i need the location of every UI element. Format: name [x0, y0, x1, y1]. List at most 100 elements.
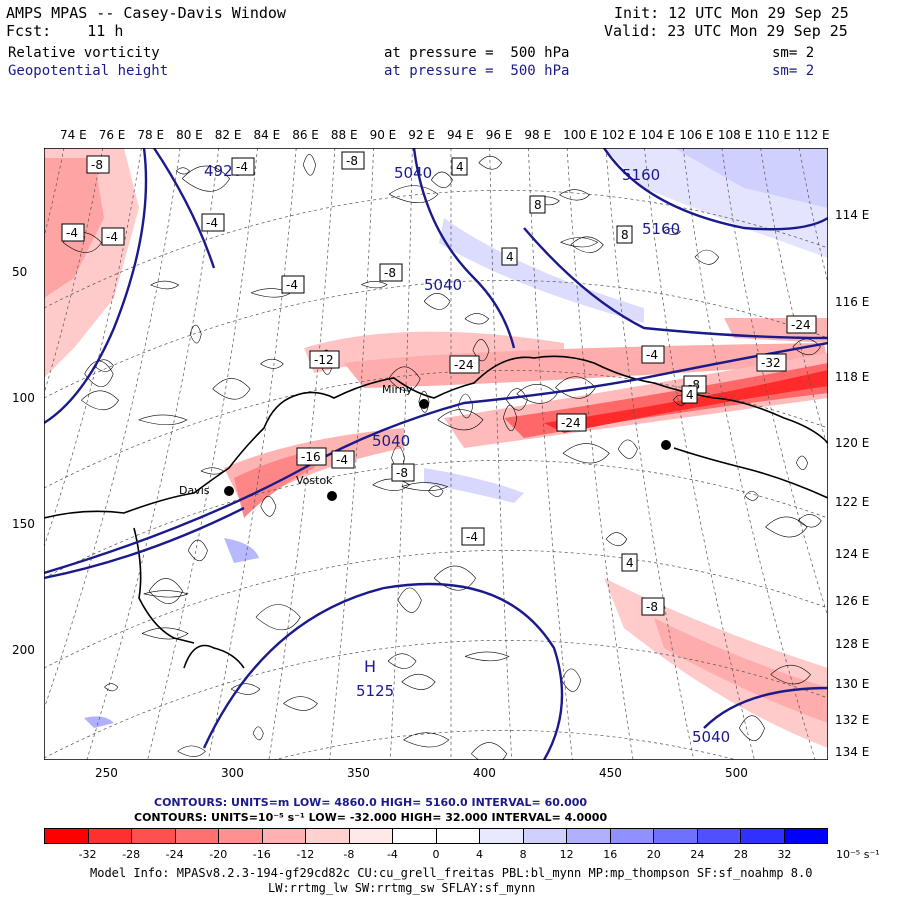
svg-text:5040: 5040 [394, 164, 432, 182]
longitude-line [528, 148, 573, 760]
colorbar-tick-label: 32 [777, 848, 792, 861]
left-ticks-label: 50 [12, 265, 28, 279]
contour-squiggle [255, 604, 301, 631]
latitude-line [44, 370, 828, 489]
vorticity-label: -12 [314, 353, 334, 367]
vorticity-label-box [641, 345, 665, 364]
height-labels: 4920 5040 5040 5040 5160 5160 5040 H 512… [204, 162, 730, 746]
longitude-line [147, 148, 258, 760]
colorbar-swatch [741, 829, 785, 843]
contour-squiggle [663, 228, 681, 235]
contour-squiggle [739, 715, 765, 741]
top-ticks-label: 92 E [408, 128, 435, 142]
vorticity-label: -4 [336, 453, 348, 467]
contour-squiggle [765, 516, 808, 538]
contour-squiggle [150, 280, 180, 290]
longitude-line [798, 148, 828, 285]
contour-squiggle [428, 485, 444, 497]
vorticity-label-box [61, 223, 85, 242]
svg-text:5160: 5160 [642, 220, 680, 238]
contour-squiggle [401, 673, 436, 690]
vorticity-label-box [331, 450, 355, 469]
colorbar-tick-label: -12 [296, 848, 315, 861]
station-vostok [327, 491, 337, 501]
latitude-line [44, 190, 828, 309]
field-height: Geopotential height [8, 63, 169, 79]
colorbar-swatch [349, 829, 393, 843]
contour-squiggle [143, 590, 189, 598]
contour-squiggle [138, 414, 188, 426]
contour-squiggle [423, 292, 451, 310]
top-ticks-label: 96 E [485, 128, 513, 142]
top-ticks-label: 74 E [60, 128, 87, 142]
contour-squiggle [230, 683, 261, 695]
vorticity-label: -24 [454, 358, 474, 372]
vorticity-label-box [101, 227, 125, 246]
vorticity-label-box [341, 151, 365, 170]
bottom-ticks-label: 500 [725, 766, 748, 780]
svg-text:5040: 5040 [692, 728, 730, 746]
colorbar-swatch [567, 829, 611, 843]
latitude-line [44, 460, 828, 579]
longitude-line [721, 148, 828, 619]
contour-squiggle [561, 668, 582, 692]
vorticity-labels: -8 -4 -8 -4 -4 -4 -4 -8 -12 -24 -24 -32 -24 -8 -4 4 4 8 8 -… [61, 151, 817, 616]
latitude-line [44, 550, 828, 669]
vorticity-label-box [309, 350, 340, 369]
vorticity-label: -8 [346, 154, 358, 168]
contour-squiggle [418, 390, 430, 413]
right-ticks-label: 114 E [835, 208, 870, 222]
smoothing-1: sm= 2 [772, 45, 815, 61]
colorbar-swatch [306, 829, 350, 843]
forecast-hour: Fcst: 11 h [6, 22, 124, 40]
contour-squiggle [387, 653, 417, 669]
bottom-ticks-label: 350 [347, 766, 370, 780]
contour-squiggle [559, 189, 590, 201]
contour-squiggle [141, 627, 189, 640]
vorticity-label: -4 [206, 216, 218, 230]
contour-squiggle [176, 167, 190, 175]
vorticity-label-box [296, 447, 327, 466]
contour-squiggle [502, 404, 518, 432]
vorticity-label: -32 [761, 356, 781, 370]
top-ticks-label: 98 E [524, 128, 552, 142]
valid-time: Valid: 23 UTC Mon 29 Sep 25 [604, 22, 848, 40]
vorticity-label: -24 [561, 416, 581, 430]
vorticity-height-map: Davis Mirny Vostok 4920 5040 5040 5040 5… [44, 148, 828, 760]
vorticity-label: 8 [621, 228, 629, 242]
place-mirny: Mirny [382, 383, 413, 396]
vorticity-label-box [621, 553, 638, 572]
longitude-line [389, 148, 413, 760]
colorbar-tick-label: -24 [165, 848, 184, 861]
colorbar-tick-label: -8 [343, 848, 355, 861]
right-ticks-label: 126 E [835, 594, 870, 608]
right-ticks-label: 124 E [835, 547, 870, 561]
right-ticks-label: 132 E [835, 713, 870, 727]
contour-squiggle [457, 393, 474, 419]
colorbar-tick-label: 0 [432, 848, 440, 861]
top-ticks-label: 108 E [717, 128, 753, 142]
longitude-line [644, 148, 755, 760]
bottom-ticks-label: 400 [473, 766, 496, 780]
vorticity-label-box [501, 247, 518, 266]
contour-squiggle [617, 439, 638, 459]
contour-squiggle [181, 165, 231, 192]
top-ticks-label: 86 E [292, 128, 319, 142]
colorbar-swatch [393, 829, 437, 843]
vorticity-label-box [529, 195, 546, 214]
vorticity-label-box [379, 263, 403, 282]
right-ticks-label: 130 E [835, 677, 870, 691]
contour-squiggle [388, 185, 439, 204]
contour-squiggle [401, 482, 449, 491]
vorticity-label: -8 [384, 266, 396, 280]
longitude-line [207, 148, 297, 760]
contour-squiggle [283, 696, 318, 711]
contour-squiggle [177, 745, 206, 757]
vorticity-label: 8 [534, 198, 542, 212]
station-mirny [419, 399, 429, 409]
colorbar-tick-label: 4 [476, 848, 484, 861]
svg-text:5125: 5125 [356, 682, 394, 700]
vorticity-label-box [786, 315, 817, 334]
colorbar-tick-label: 20 [646, 848, 661, 861]
contour-squiggle [795, 455, 808, 471]
